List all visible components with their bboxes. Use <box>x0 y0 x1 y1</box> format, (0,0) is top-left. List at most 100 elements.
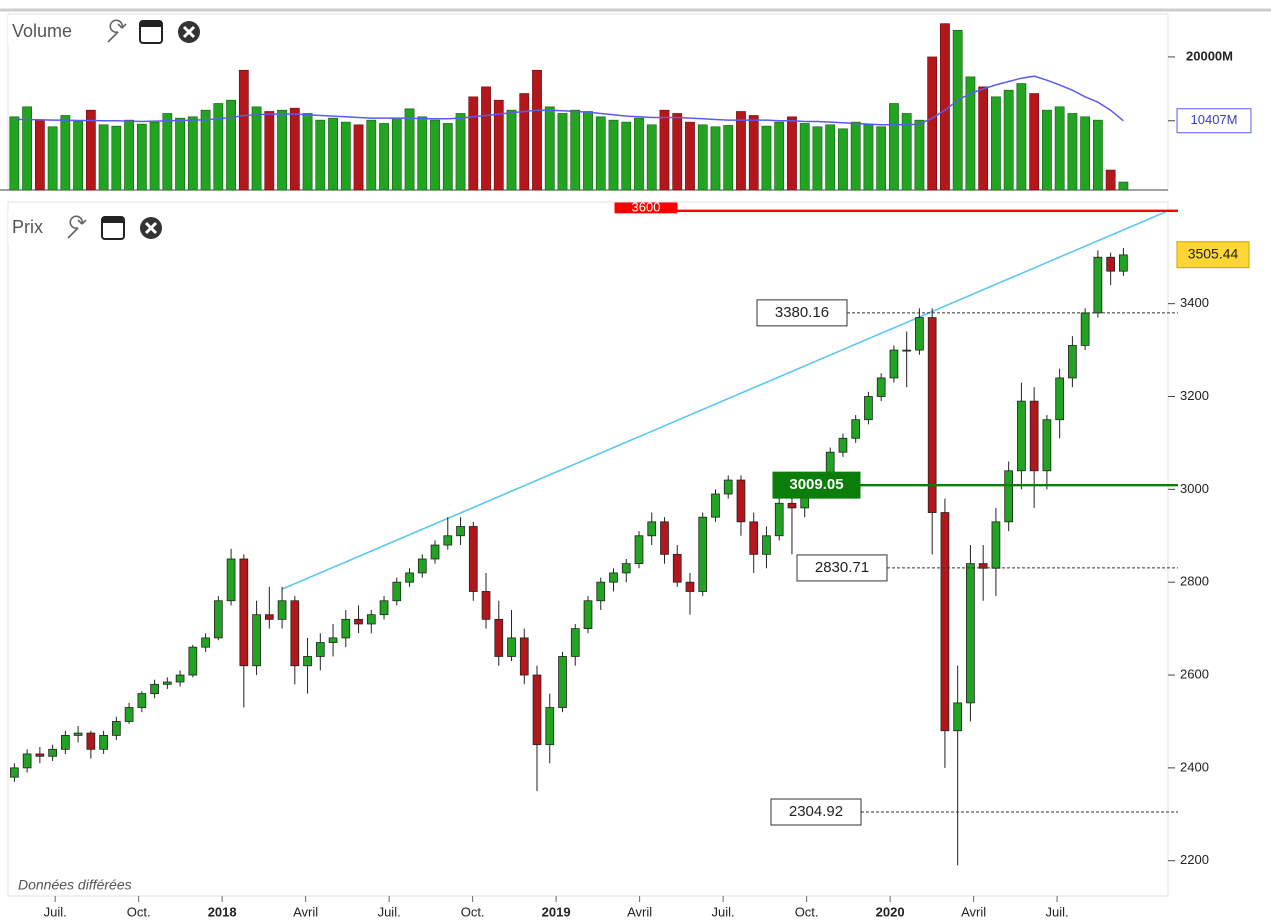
volume-bar <box>1016 83 1027 191</box>
volume-bar <box>952 30 963 191</box>
candle-body <box>749 521 759 555</box>
candle-body <box>1068 345 1077 379</box>
level-label: 3009.05 <box>789 476 843 493</box>
volume-bar <box>736 111 746 191</box>
candle-body <box>150 683 159 695</box>
volume-bar <box>608 119 619 191</box>
volume-bar <box>595 116 606 191</box>
volume-bar <box>328 117 338 191</box>
x-tick-label: Juil. <box>712 904 735 919</box>
volume-bar <box>544 106 555 191</box>
volume-bar <box>978 86 989 191</box>
candle-body <box>634 535 644 565</box>
y-tick-label: 3400 <box>1180 295 1209 310</box>
candle-body <box>966 563 975 704</box>
volume-bar <box>379 123 389 191</box>
y-tick-label: 2400 <box>1180 759 1209 774</box>
volume-bar <box>60 115 71 191</box>
volume-bar <box>238 69 249 191</box>
volume-bar <box>659 109 670 191</box>
volume-bar <box>442 123 453 191</box>
footer-note: Données différées <box>18 877 132 893</box>
candle-body <box>583 600 593 630</box>
candle-body <box>507 637 516 657</box>
volume-bar <box>430 119 440 191</box>
current-volume-label: 10407M <box>1191 112 1238 127</box>
volume-bar <box>111 125 122 191</box>
volume-bar <box>965 76 976 191</box>
volume-bar <box>799 123 810 191</box>
volume-bar <box>570 109 581 191</box>
candle-body <box>417 558 427 574</box>
price-frame <box>7 201 1169 897</box>
candle-body <box>1017 400 1026 472</box>
volume-bar <box>251 106 262 191</box>
volume-bar <box>748 115 759 191</box>
volume-bar <box>264 111 275 191</box>
candle-body <box>264 614 274 620</box>
level-box <box>770 798 862 826</box>
price-close[interactable] <box>140 217 162 239</box>
candle-body <box>226 558 236 602</box>
volume-bar <box>685 121 695 191</box>
level-label: 2304.92 <box>789 803 843 820</box>
candle-body <box>889 349 899 379</box>
volume-bar <box>1093 119 1103 191</box>
volume-bar <box>353 124 364 191</box>
candle-body <box>558 656 567 708</box>
candle-body <box>927 317 937 513</box>
volume-bar <box>1054 106 1065 191</box>
candle-body <box>736 479 746 523</box>
volume-close[interactable] <box>178 21 200 43</box>
candle-body <box>532 674 542 746</box>
volume-settings[interactable] <box>107 19 127 43</box>
volume-bar <box>697 124 708 191</box>
volume-bar <box>723 125 734 191</box>
candle-body <box>864 396 873 421</box>
volume-bar <box>136 123 147 191</box>
volume-bar <box>34 119 45 191</box>
volume-bar <box>175 117 185 191</box>
volume-bar <box>850 121 861 191</box>
candle-body <box>609 572 618 583</box>
plot <box>9 23 1169 866</box>
candle-body <box>328 637 338 643</box>
current-volume-box <box>1176 108 1252 134</box>
volume-bar <box>646 124 657 191</box>
volume-bar <box>391 117 402 191</box>
candle-body <box>570 628 580 657</box>
volume-bar <box>481 86 491 191</box>
volume-bar <box>914 119 925 191</box>
candle-body <box>277 600 287 620</box>
volume-bar <box>1105 169 1116 191</box>
volume-bar <box>672 113 683 191</box>
candle-body <box>48 748 57 757</box>
y-tick-label: 2800 <box>1180 574 1209 589</box>
level-box <box>756 299 848 327</box>
y-tick-label: 20000M <box>1186 48 1233 63</box>
x-tick-label: Avril <box>961 904 986 919</box>
volume-bar <box>532 69 542 191</box>
x-tick-label: 2019 <box>542 904 571 919</box>
price-settings[interactable] <box>67 215 87 239</box>
volume-bar <box>876 126 887 191</box>
candle-body <box>341 618 351 639</box>
volume-bar <box>9 116 20 191</box>
volume-bar <box>85 109 96 191</box>
level-label: 2830.71 <box>815 559 869 576</box>
candle-body <box>124 707 134 722</box>
volume-bar <box>289 107 300 191</box>
volume-bar <box>162 113 173 191</box>
volume-bar <box>277 109 287 191</box>
last-price-box <box>1176 241 1250 269</box>
candle-body <box>252 614 261 667</box>
candle-body <box>468 526 478 592</box>
candle-body <box>137 693 147 708</box>
y-tick-label: 2600 <box>1180 666 1209 681</box>
candle-body <box>86 732 96 750</box>
volume-bar <box>812 126 823 191</box>
volume-bar <box>404 108 415 191</box>
volume-bar <box>200 109 211 191</box>
level-box <box>796 554 888 582</box>
